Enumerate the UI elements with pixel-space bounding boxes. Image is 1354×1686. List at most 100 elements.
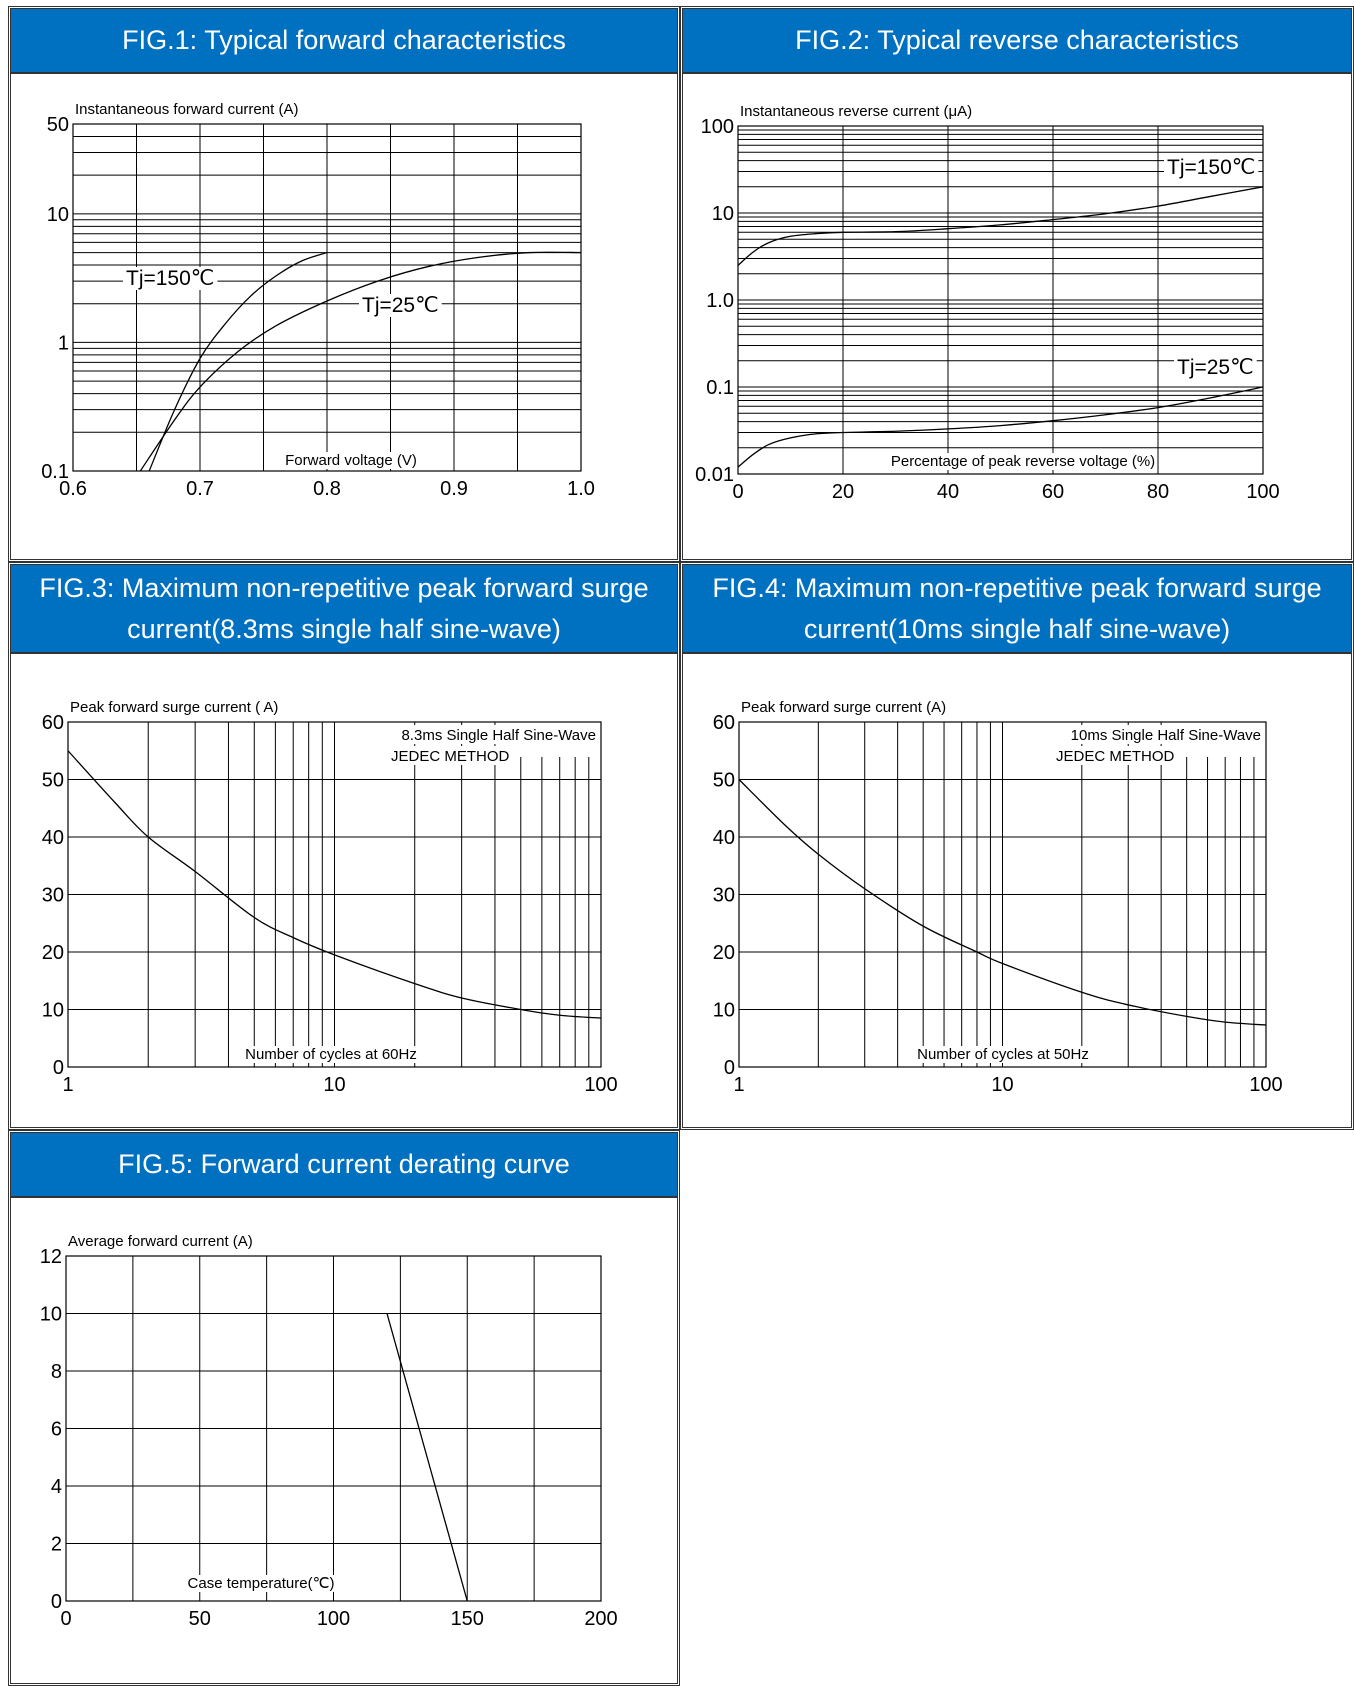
x-tick-label: 1.0 xyxy=(567,478,595,500)
fig5-title: FIG.5: Forward current derating curve xyxy=(11,1133,677,1198)
x-tick-label: 200 xyxy=(584,1608,617,1630)
fig2-panel: FIG.2: Typical reverse characteristics 0… xyxy=(680,6,1354,562)
x-axis-label-bg xyxy=(185,1575,337,1592)
series-line-1 xyxy=(67,750,602,1019)
plot-frame xyxy=(72,123,582,472)
fig5-chart: 0 2 4 6 8 10 12 0 50 100 150 200 Average forward cur… xyxy=(40,1233,618,1630)
x-tick-label: 50 xyxy=(189,1608,211,1630)
series-label-bg xyxy=(1174,356,1257,379)
y-tick-label: 0 xyxy=(53,1057,64,1079)
x-tick-label: 0.7 xyxy=(186,478,214,500)
fig4-title: FIG.4: Maximum non-repetitive peak forwa… xyxy=(683,565,1351,654)
x-tick-label: 0 xyxy=(732,481,743,503)
y-tick-label: 0.1 xyxy=(706,377,734,399)
y-tick-label: 10 xyxy=(40,1304,62,1326)
x-tick-label: 40 xyxy=(937,481,959,503)
x-tick-label: 0.9 xyxy=(440,478,468,500)
y-tick-label: 20 xyxy=(42,942,64,964)
y-axis-label: Instantaneous reverse current (μA) xyxy=(740,103,972,120)
y-tick-label: 2 xyxy=(51,1534,62,1556)
fig2-chart: 0.01 0.1 1.0 10 100 0 20 40 60 80 100 Instantaneous… xyxy=(695,103,1280,503)
fig4-chart: 0 10 20 30 40 50 60 1 10 100 Peak forward surge cu… xyxy=(713,699,1283,1096)
y-tick-label: 30 xyxy=(42,885,64,907)
series-line-1 xyxy=(148,251,328,472)
y-tick-label: 0 xyxy=(51,1591,62,1613)
annotation-text: 10ms Single Half Sine-Wave xyxy=(1071,727,1261,744)
x-axis-label: Case temperature(℃) xyxy=(188,1575,335,1592)
annotation-text: JEDEC METHOD xyxy=(391,748,510,765)
x-tick-label: 100 xyxy=(1249,1074,1282,1096)
fig1-title: FIG.1: Typical forward characteristics xyxy=(11,9,677,74)
annotation-text: JEDEC METHOD xyxy=(1056,748,1175,765)
y-tick-label: 4 xyxy=(51,1476,62,1498)
plot-frame xyxy=(737,125,1264,475)
x-tick-label: 10 xyxy=(991,1074,1013,1096)
y-tick-label: 40 xyxy=(42,827,64,849)
fig2-title: FIG.2: Typical reverse characteristics xyxy=(683,9,1351,74)
x-axis-label-bg xyxy=(283,452,419,469)
y-tick-label: 6 xyxy=(51,1419,62,1441)
y-tick-label: 20 xyxy=(713,942,735,964)
series-label: Tj=25℃ xyxy=(362,294,439,317)
series-label-bg xyxy=(123,267,218,290)
y-tick-label: 0 xyxy=(724,1057,735,1079)
x-tick-label: 1 xyxy=(733,1074,744,1096)
x-tick-label: 0.8 xyxy=(313,478,341,500)
y-tick-label: 10 xyxy=(713,1000,735,1022)
y-tick-label: 60 xyxy=(42,712,64,734)
fig3-chart: 0 10 20 30 40 50 60 1 10 100 Peak forward surge cu… xyxy=(42,699,618,1096)
x-axis-label-bg xyxy=(888,453,1158,470)
x-axis-label: Forward voltage (V) xyxy=(285,452,417,469)
fig5-panel: FIG.5: Forward current derating curve 0 2… xyxy=(8,1130,680,1686)
y-tick-label: 0.01 xyxy=(695,464,734,486)
x-axis-label: Number of cycles at 50Hz xyxy=(917,1046,1089,1063)
y-tick-label: 1 xyxy=(58,332,69,354)
y-tick-label: 40 xyxy=(713,827,735,849)
annotation-bg xyxy=(373,725,596,744)
y-axis-label: Peak forward surge current (A) xyxy=(741,699,946,716)
annotation-bg xyxy=(1035,746,1173,765)
plot-frame xyxy=(65,1255,602,1602)
annotation-bg xyxy=(370,746,508,765)
x-axis-label-bg xyxy=(915,1046,1091,1063)
x-tick-label: 60 xyxy=(1042,481,1064,503)
plot-frame xyxy=(738,721,1267,1068)
y-tick-label: 30 xyxy=(713,885,735,907)
x-axis-label: Number of cycles at 60Hz xyxy=(245,1046,417,1063)
fig3-panel: FIG.3: Maximum non-repetitive peak forwa… xyxy=(8,562,680,1130)
series-label: Tj=25℃ xyxy=(1177,356,1254,379)
series-label: Tj=150℃ xyxy=(1167,156,1255,179)
fig1-chart: 0.1 1 10 50 0.6 0.7 0.8 0.9 1.0 Instantaneous for… xyxy=(41,101,595,500)
x-tick-label: 10 xyxy=(323,1074,345,1096)
x-tick-label: 150 xyxy=(451,1608,484,1630)
y-tick-label: 12 xyxy=(40,1246,62,1268)
fig1-panel: FIG.1: Typical forward characteristics 0… xyxy=(8,6,680,562)
y-tick-label: 8 xyxy=(51,1361,62,1383)
plot-frame xyxy=(67,721,602,1068)
y-tick-label: 50 xyxy=(713,770,735,792)
y-tick-label: 50 xyxy=(42,770,64,792)
x-tick-label: 100 xyxy=(1246,481,1279,503)
series-line-1 xyxy=(737,186,1264,266)
y-tick-label: 1.0 xyxy=(706,290,734,312)
fig4-panel: FIG.4: Maximum non-repetitive peak forwa… xyxy=(680,562,1354,1130)
y-tick-label: 10 xyxy=(712,203,734,225)
x-tick-label: 100 xyxy=(317,1608,350,1630)
series-line-1 xyxy=(738,779,1267,1026)
y-axis-label: Average forward current (A) xyxy=(68,1233,253,1250)
annotation-text: 8.3ms Single Half Sine-Wave xyxy=(401,727,596,744)
x-tick-label: 1 xyxy=(62,1074,73,1096)
series-line-1 xyxy=(386,1313,468,1602)
y-tick-label: 0.1 xyxy=(41,461,69,483)
x-tick-label: 20 xyxy=(832,481,854,503)
series-label: Tj=150℃ xyxy=(126,267,214,290)
x-tick-label: 100 xyxy=(584,1074,617,1096)
y-tick-label: 50 xyxy=(47,114,69,136)
y-tick-label: 60 xyxy=(713,712,735,734)
annotation-bg xyxy=(1038,725,1261,744)
y-axis-label: Instantaneous forward current (A) xyxy=(75,101,298,118)
y-axis-label: Peak forward surge current ( A) xyxy=(70,699,278,716)
y-tick-label: 10 xyxy=(47,204,69,226)
x-axis-label-bg xyxy=(243,1046,419,1063)
series-line-2 xyxy=(139,251,582,472)
